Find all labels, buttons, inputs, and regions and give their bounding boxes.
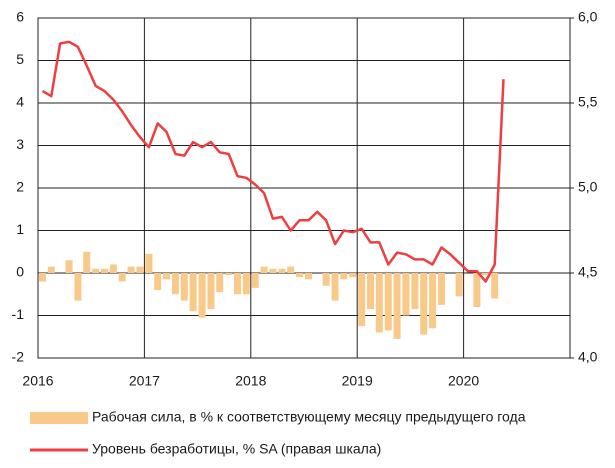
y-tick-label: 2 — [16, 179, 24, 195]
bar — [74, 273, 82, 301]
bar — [189, 273, 197, 312]
bar — [473, 273, 481, 307]
bar — [411, 273, 419, 310]
x-tick-label: 2019 — [342, 373, 373, 389]
bar — [251, 273, 259, 288]
bar — [375, 273, 383, 333]
bar — [92, 268, 100, 273]
legend-label: Рабочая сила, в % к соответствующему мес… — [92, 409, 526, 425]
bar — [340, 273, 348, 280]
bar — [171, 273, 179, 295]
bar — [482, 273, 490, 276]
bar — [269, 268, 277, 273]
bar — [393, 273, 401, 339]
bar — [83, 251, 91, 273]
bar — [367, 273, 374, 310]
x-tick-label: 2017 — [129, 373, 160, 389]
bar — [198, 273, 206, 318]
bar — [437, 273, 445, 305]
bar — [47, 266, 55, 273]
y2-tick-label: 6,0 — [578, 9, 598, 25]
bar — [358, 273, 366, 327]
y-tick-label: 3 — [16, 136, 24, 152]
bar — [287, 266, 295, 273]
bar — [304, 273, 312, 280]
bar — [207, 273, 215, 310]
bar — [278, 268, 286, 273]
y-tick-label: 0 — [16, 264, 24, 280]
bar — [163, 273, 171, 280]
bar — [154, 273, 162, 290]
x-tick-label: 2020 — [448, 373, 479, 389]
y-tick-label: 4 — [16, 94, 24, 110]
y-tick-label: -1 — [12, 306, 25, 322]
x-tick-label: 2016 — [22, 373, 53, 389]
bar — [234, 273, 241, 295]
bar — [145, 253, 153, 273]
bar — [225, 273, 233, 276]
y2-tick-label: 5,0 — [578, 179, 598, 195]
bar — [296, 273, 304, 278]
y2-tick-label: 5,5 — [578, 94, 598, 110]
y-tick-label: 6 — [16, 9, 24, 25]
bar — [402, 273, 410, 316]
bar — [118, 273, 126, 282]
bar — [260, 266, 268, 273]
bar — [349, 273, 357, 278]
line — [41, 40, 505, 283]
bar — [491, 273, 499, 299]
bar — [109, 264, 117, 273]
bar — [322, 273, 330, 286]
bar — [180, 273, 188, 301]
y2-tick-label: 4,5 — [578, 264, 598, 280]
bar — [429, 273, 437, 329]
bar — [242, 273, 250, 295]
bar — [384, 273, 392, 331]
bar — [65, 260, 73, 273]
y-tick-label: 5 — [16, 51, 24, 67]
bar — [331, 273, 339, 301]
bar — [101, 268, 108, 273]
bar — [420, 273, 428, 335]
x-tick-label: 2018 — [235, 373, 266, 389]
bar — [136, 266, 144, 273]
bar — [216, 273, 224, 293]
legend-label: Уровень безработицы, % SA (правая шкала) — [92, 441, 381, 457]
bar — [127, 266, 135, 273]
y-tick-label: 1 — [16, 221, 24, 237]
bar — [38, 273, 46, 282]
y2-tick-label: 4,0 — [578, 349, 598, 365]
legend-swatch — [30, 412, 88, 424]
y-tick-label: -2 — [12, 349, 25, 365]
bar — [455, 273, 463, 297]
